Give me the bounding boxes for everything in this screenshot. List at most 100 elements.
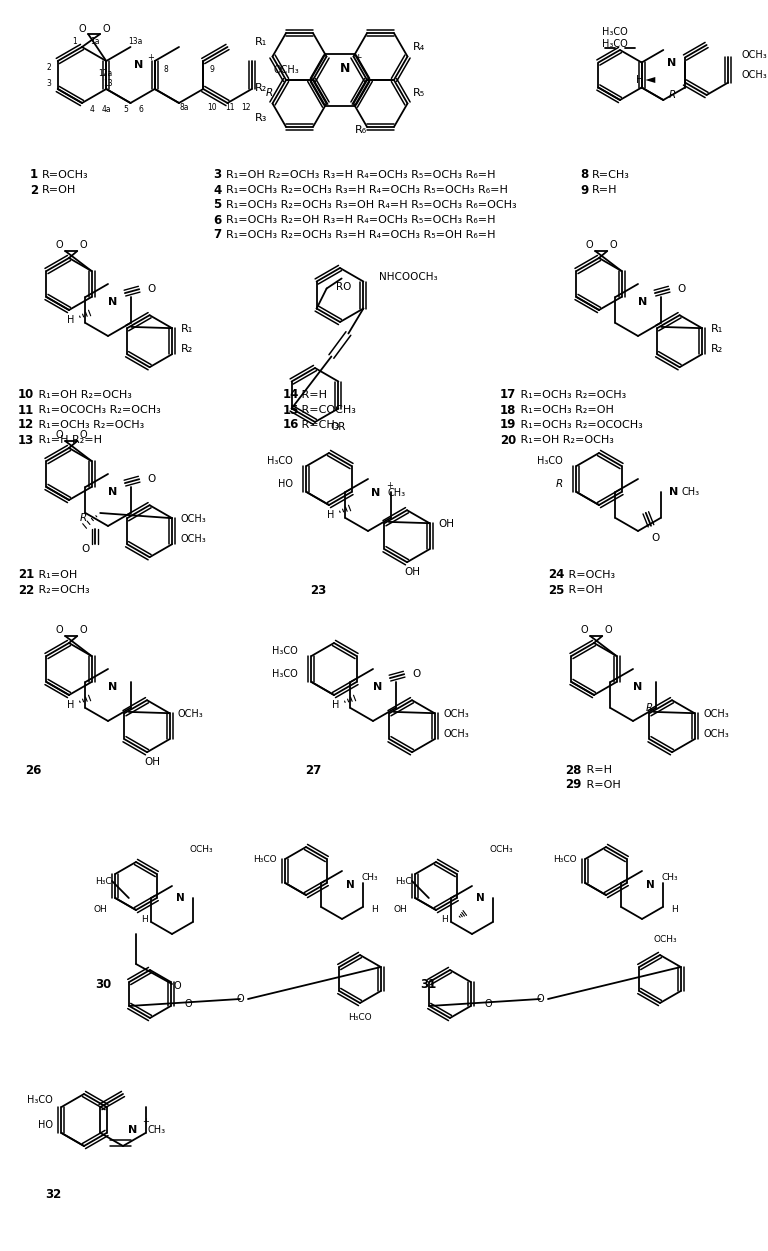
Text: R: R <box>646 703 654 713</box>
Text: N: N <box>667 58 676 68</box>
Text: 2: 2 <box>46 63 51 71</box>
Text: R=OH: R=OH <box>583 781 621 789</box>
Text: N: N <box>669 487 678 497</box>
Text: CH₃: CH₃ <box>682 487 700 497</box>
Text: O: O <box>185 1000 193 1010</box>
Text: HO: HO <box>278 479 293 489</box>
Text: 13: 13 <box>18 434 35 447</box>
Text: 12a: 12a <box>98 69 112 78</box>
Text: OCH₃: OCH₃ <box>189 846 213 854</box>
Text: 11: 11 <box>18 404 35 417</box>
Text: N: N <box>108 487 118 497</box>
Text: H: H <box>636 75 644 85</box>
Text: O: O <box>147 284 155 294</box>
Text: N: N <box>475 893 485 903</box>
Text: +: + <box>143 1117 150 1126</box>
Text: H: H <box>68 315 74 325</box>
Text: OCH₃: OCH₃ <box>489 846 512 854</box>
Text: N: N <box>128 1125 137 1135</box>
Text: R₁=OCH₃ R₂=OCH₃ R₃=OH R₄=H R₅=OCH₃ R₆=OCH₃: R₁=OCH₃ R₂=OCH₃ R₃=OH R₄=H R₅=OCH₃ R₆=OC… <box>226 200 517 210</box>
Text: N: N <box>134 60 143 70</box>
Text: 13: 13 <box>103 79 112 88</box>
Text: O: O <box>604 626 612 636</box>
Text: CH₃: CH₃ <box>148 1125 166 1135</box>
Text: 19: 19 <box>500 419 516 432</box>
Text: OCH₃: OCH₃ <box>180 514 207 524</box>
Text: R₄: R₄ <box>412 41 425 51</box>
Text: 10: 10 <box>207 104 217 113</box>
Text: N: N <box>634 682 643 692</box>
Text: O: O <box>79 626 87 636</box>
Text: H: H <box>141 916 148 924</box>
Text: 22: 22 <box>18 583 35 597</box>
Text: R=H: R=H <box>298 390 327 400</box>
Text: 30: 30 <box>95 978 111 992</box>
Text: 23: 23 <box>310 583 326 597</box>
Text: R: R <box>668 90 676 100</box>
Text: N: N <box>339 61 350 75</box>
Text: O: O <box>581 626 588 636</box>
Text: CH₃: CH₃ <box>388 488 406 498</box>
Text: H₃CO: H₃CO <box>554 854 577 863</box>
Text: OCH₃: OCH₃ <box>703 709 729 719</box>
Text: +: + <box>386 480 393 489</box>
Text: R₁=OCH₃ R₂=OH R₃=H R₄=OCH₃ R₅=OCH₃ R₆=H: R₁=OCH₃ R₂=OH R₃=H R₄=OCH₃ R₅=OCH₃ R₆=H <box>226 215 495 225</box>
Text: R₂=OCH₃: R₂=OCH₃ <box>35 585 90 595</box>
Text: OCH₃: OCH₃ <box>703 729 729 739</box>
Text: R: R <box>266 88 273 98</box>
Text: 7: 7 <box>213 229 221 241</box>
Text: OCH₃: OCH₃ <box>178 709 204 719</box>
Text: O: O <box>78 24 86 34</box>
Text: HO: HO <box>38 1120 53 1130</box>
Text: 1a: 1a <box>90 38 100 46</box>
Text: OCH₃: OCH₃ <box>443 709 468 719</box>
Text: R₁=OCH₃ R₂=OCH₃ R₃=H R₄=OCH₃ R₅=OH R₆=H: R₁=OCH₃ R₂=OCH₃ R₃=H R₄=OCH₃ R₅=OH R₆=H <box>226 230 495 240</box>
Text: 32: 32 <box>45 1188 61 1201</box>
Text: H₃CO: H₃CO <box>348 1013 372 1022</box>
Text: NHCOOCH₃: NHCOOCH₃ <box>379 271 437 281</box>
Text: H₃CO: H₃CO <box>267 457 293 467</box>
Text: O: O <box>585 240 593 250</box>
Text: O: O <box>412 669 420 679</box>
Text: R₃: R₃ <box>255 114 267 124</box>
Text: H₃CO: H₃CO <box>538 457 563 467</box>
Text: OCH₃: OCH₃ <box>443 729 468 739</box>
Text: R=COCH₃: R=COCH₃ <box>298 405 356 415</box>
Text: H₃C: H₃C <box>95 877 112 886</box>
Text: R₆: R₆ <box>355 125 367 135</box>
Text: 11: 11 <box>225 104 234 113</box>
Text: 12: 12 <box>240 104 250 113</box>
Text: O: O <box>652 533 660 543</box>
Text: 10: 10 <box>18 389 35 402</box>
Text: N: N <box>346 879 354 889</box>
Text: RO: RO <box>336 281 352 291</box>
Text: O: O <box>610 240 617 250</box>
Text: 6: 6 <box>213 214 221 226</box>
Text: OH: OH <box>438 519 454 529</box>
Text: 6: 6 <box>138 105 144 114</box>
Text: H₃CO: H₃CO <box>253 854 277 863</box>
Text: OCH₃: OCH₃ <box>654 936 677 945</box>
Text: N: N <box>108 682 118 692</box>
Text: R=H: R=H <box>592 185 617 195</box>
Text: O: O <box>677 284 686 294</box>
Text: 5: 5 <box>123 105 128 114</box>
Text: H: H <box>671 906 677 914</box>
Text: N: N <box>638 296 647 306</box>
Text: OH: OH <box>144 757 160 767</box>
Text: O: O <box>79 240 87 250</box>
Text: 1: 1 <box>30 169 38 181</box>
Text: O: O <box>174 981 181 991</box>
Text: 25: 25 <box>548 583 564 597</box>
Text: R=OH: R=OH <box>565 585 603 595</box>
Text: R=OCH₃: R=OCH₃ <box>565 570 615 580</box>
Text: 27: 27 <box>305 763 321 777</box>
Text: R: R <box>556 479 563 489</box>
Text: R₂: R₂ <box>255 84 267 94</box>
Text: R₁: R₁ <box>255 36 267 46</box>
Text: O: O <box>55 626 63 636</box>
Text: R₂: R₂ <box>180 344 193 354</box>
Text: CH₃: CH₃ <box>662 872 679 882</box>
Text: O: O <box>485 1000 492 1010</box>
Text: O: O <box>102 24 110 34</box>
